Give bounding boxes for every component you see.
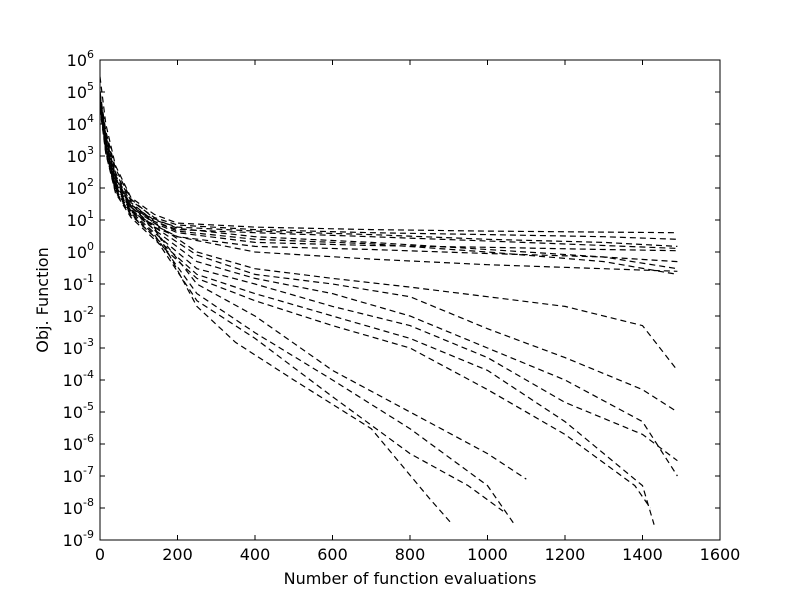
series-line-13 — [100, 101, 678, 462]
y-tick-base: 10 — [67, 147, 87, 166]
y-tick-base: 10 — [67, 179, 87, 198]
y-tick-exponent: -1 — [83, 272, 94, 285]
x-tick-label: 0 — [95, 545, 105, 564]
y-tick-label: 10-6 — [63, 432, 94, 454]
series-layer — [100, 76, 678, 526]
y-tick-label: 102 — [67, 176, 94, 198]
y-tick-exponent: 6 — [87, 48, 94, 61]
x-tick-label: 400 — [240, 545, 271, 564]
series-line-19 — [100, 106, 504, 512]
y-tick-label: 104 — [67, 112, 94, 134]
y-tick-base: 10 — [63, 371, 83, 390]
y-tick-exponent: 1 — [87, 208, 94, 221]
x-tick-label: 1000 — [467, 545, 508, 564]
series-line-3 — [100, 101, 678, 247]
series-line-18 — [100, 93, 454, 526]
y-tick-exponent: 3 — [87, 144, 94, 157]
y-tick-exponent: -7 — [83, 464, 94, 477]
x-tick-label: 600 — [317, 545, 348, 564]
y-tick-label: 10-1 — [63, 272, 94, 294]
y-tick-exponent: 4 — [87, 112, 94, 125]
ticks-layer: 0 200 400 600 800 1000 1200 1400 160010610510410… — [63, 48, 741, 564]
y-tick-exponent: -8 — [83, 496, 94, 509]
series-line-12 — [100, 99, 678, 477]
y-tick-exponent: -3 — [83, 336, 94, 349]
y-tick-label: 10-3 — [63, 336, 94, 358]
y-tick-label: 10-5 — [63, 400, 94, 422]
x-tick-label: 1400 — [622, 545, 663, 564]
x-tick-label: 800 — [395, 545, 426, 564]
y-tick-exponent: -9 — [83, 528, 94, 541]
series-line-14 — [100, 104, 655, 525]
x-tick-label: 1600 — [700, 545, 741, 564]
y-tick-base: 10 — [63, 499, 83, 518]
y-tick-base: 10 — [63, 339, 83, 358]
y-tick-base: 10 — [63, 403, 83, 422]
y-tick-base: 10 — [63, 435, 83, 454]
y-axis-label: Obj. Function — [33, 247, 52, 352]
y-tick-label: 10-8 — [63, 496, 94, 518]
y-tick-base: 10 — [67, 51, 87, 70]
series-line-15 — [100, 108, 651, 509]
series-line-11 — [100, 95, 678, 413]
y-tick-base: 10 — [67, 211, 87, 230]
y-tick-label: 10-9 — [63, 528, 94, 550]
x-axis-label: Number of function evaluations — [284, 569, 537, 588]
x-tick-label: 200 — [162, 545, 193, 564]
y-tick-base: 10 — [63, 307, 83, 326]
y-tick-label: 103 — [67, 144, 94, 166]
y-tick-exponent: -2 — [83, 304, 94, 317]
y-tick-base: 10 — [63, 467, 83, 486]
y-tick-exponent: -6 — [83, 432, 94, 445]
y-tick-base: 10 — [63, 275, 83, 294]
y-tick-label: 10-7 — [63, 464, 94, 486]
y-tick-exponent: 5 — [87, 80, 94, 93]
y-tick-base: 10 — [67, 83, 87, 102]
x-tick-label: 1200 — [545, 545, 586, 564]
y-tick-label: 106 — [67, 48, 94, 70]
y-tick-base: 10 — [67, 243, 87, 262]
y-tick-exponent: 2 — [87, 176, 94, 189]
y-tick-base: 10 — [63, 531, 83, 550]
y-tick-exponent: -4 — [83, 368, 94, 381]
y-tick-label: 101 — [67, 208, 94, 230]
y-tick-label: 10-4 — [63, 368, 94, 390]
y-tick-label: 10-2 — [63, 304, 94, 326]
y-tick-label: 105 — [67, 80, 94, 102]
y-tick-base: 10 — [67, 115, 87, 134]
y-tick-exponent: 0 — [87, 240, 94, 253]
y-tick-label: 100 — [67, 240, 94, 262]
y-tick-exponent: -5 — [83, 400, 94, 413]
series-line-7 — [100, 93, 678, 270]
